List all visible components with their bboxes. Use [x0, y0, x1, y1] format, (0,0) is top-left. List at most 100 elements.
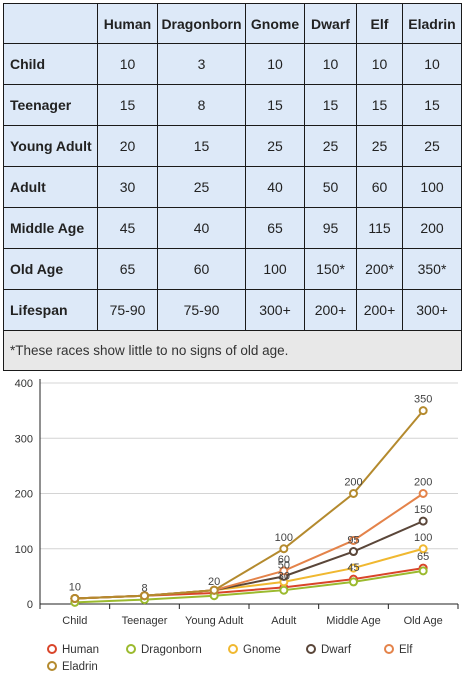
table-cell: 8	[157, 84, 246, 126]
table-cell: 200+	[304, 289, 357, 331]
data-point	[418, 566, 428, 576]
table-cell: 75-90	[97, 289, 158, 331]
table-cell: 20	[97, 125, 158, 167]
table-cell: 100	[402, 166, 462, 208]
row-label: Adult	[3, 166, 98, 208]
table-cell: 25	[402, 125, 462, 167]
table-cell: 60	[157, 248, 246, 290]
data-label: 100	[275, 532, 293, 544]
x-tick-label: Old Age	[404, 615, 443, 627]
table-cell: 15	[245, 84, 305, 126]
data-point	[349, 577, 358, 587]
data-point	[418, 489, 428, 498]
table-cell: 50	[304, 166, 357, 208]
legend-label: Dragonborn	[141, 644, 202, 656]
table-row: Old Age 65 60 100 150* 200* 350*	[3, 248, 462, 290]
legend-label: Elf	[399, 644, 413, 656]
table-cell: 10	[402, 43, 462, 85]
data-label: 50	[278, 559, 290, 571]
data-label: 100	[414, 532, 432, 544]
legend-label: Dwarf	[321, 644, 352, 656]
x-tick-label: Child	[62, 615, 87, 627]
column-header: Dragonborn	[157, 3, 246, 44]
table-note-row: *These races show little to no signs of …	[3, 330, 462, 371]
data-point	[209, 585, 219, 595]
legend-marker	[306, 644, 316, 654]
table-cell: 200	[402, 207, 462, 249]
row-label: Teenager	[3, 84, 98, 126]
legend-label: Human	[62, 644, 99, 656]
row-label: Child	[3, 43, 98, 85]
data-label: 65	[417, 551, 429, 563]
data-point	[349, 489, 358, 498]
data-point	[70, 593, 80, 603]
table-cell: 25	[304, 125, 357, 167]
table-row: Child 10 3 10 10 10 10	[3, 43, 462, 85]
table-cell: 60	[356, 166, 403, 208]
table-cell: 300+	[402, 289, 462, 331]
table-cell: 350*	[402, 248, 462, 290]
table-cell: 65	[97, 248, 158, 290]
table-cell: 15	[157, 125, 246, 167]
row-label: Old Age	[3, 248, 98, 290]
table-cell: 10	[97, 43, 158, 85]
table-row: Adult 30 25 40 50 60 100	[3, 166, 462, 208]
data-label: 20	[208, 576, 220, 588]
data-label: 10	[69, 581, 81, 593]
data-point	[279, 585, 289, 595]
table-cell: 15	[402, 84, 462, 126]
table-cell: 15	[356, 84, 403, 126]
table-header-row: Human Dragonborn Gnome Dwarf Elf Eladrin	[3, 3, 462, 44]
column-header: Eladrin	[402, 3, 462, 44]
x-tick-label: Young Adult	[185, 615, 243, 627]
table-cell: 40	[157, 207, 246, 249]
y-tick-label: 100	[15, 544, 33, 556]
table-cell: 10	[356, 43, 403, 85]
data-point	[279, 544, 289, 554]
table-cell: 3	[157, 43, 246, 85]
table-cell: 45	[97, 207, 158, 249]
table-footnote: *These races show little to no signs of …	[3, 330, 462, 371]
column-header: Dwarf	[304, 3, 357, 44]
data-label: 60	[278, 554, 290, 566]
row-label: Lifespan	[3, 289, 98, 331]
table-cell: 15	[97, 84, 158, 126]
series-line	[74, 409, 424, 600]
data-label: 200	[414, 477, 432, 489]
table-cell: 115	[356, 207, 403, 249]
data-point	[418, 406, 428, 416]
table-cell: 100	[245, 248, 305, 290]
data-point	[349, 563, 358, 573]
legend-label: Gnome	[243, 644, 281, 656]
y-tick-label: 0	[27, 599, 33, 611]
table-cell: 15	[304, 84, 357, 126]
y-tick-label: 400	[15, 378, 33, 390]
data-point	[349, 535, 358, 545]
legend-label: Eladrin	[62, 661, 98, 673]
table-row: Middle Age 45 40 65 95 115 200	[3, 207, 462, 249]
legend-marker	[228, 644, 238, 654]
x-tick-label: Teenager	[122, 615, 168, 627]
table-cell: 75-90	[157, 289, 246, 331]
table-cell: 95	[304, 207, 357, 249]
table-corner-cell	[3, 3, 98, 44]
legend-marker	[384, 644, 394, 654]
table-cell: 300+	[245, 289, 305, 331]
y-tick-label: 200	[15, 489, 33, 501]
data-point	[279, 566, 289, 576]
table-cell: 65	[245, 207, 305, 249]
age-table: Human Dragonborn Gnome Dwarf Elf Eladrin…	[3, 3, 462, 371]
data-label: 95	[347, 535, 359, 547]
data-label: 8	[141, 583, 147, 595]
line-chart: 0 100 200 300 400 Child Teenager Young Adult Adu…	[15, 378, 459, 673]
table-cell: 150*	[304, 248, 357, 290]
column-header: Elf	[356, 3, 403, 44]
data-point	[418, 544, 428, 554]
x-tick-label: Middle Age	[326, 615, 380, 627]
table-row: Young Adult 20 15 25 25 25 25	[3, 125, 462, 167]
data-label: 30	[278, 570, 290, 582]
table-row: Teenager 15 8 15 15 15 15	[3, 84, 462, 126]
legend-marker	[126, 644, 136, 654]
legend-marker	[47, 661, 57, 671]
table-row: Lifespan 75-90 75-90 300+ 200+ 200+ 300+	[3, 289, 462, 331]
